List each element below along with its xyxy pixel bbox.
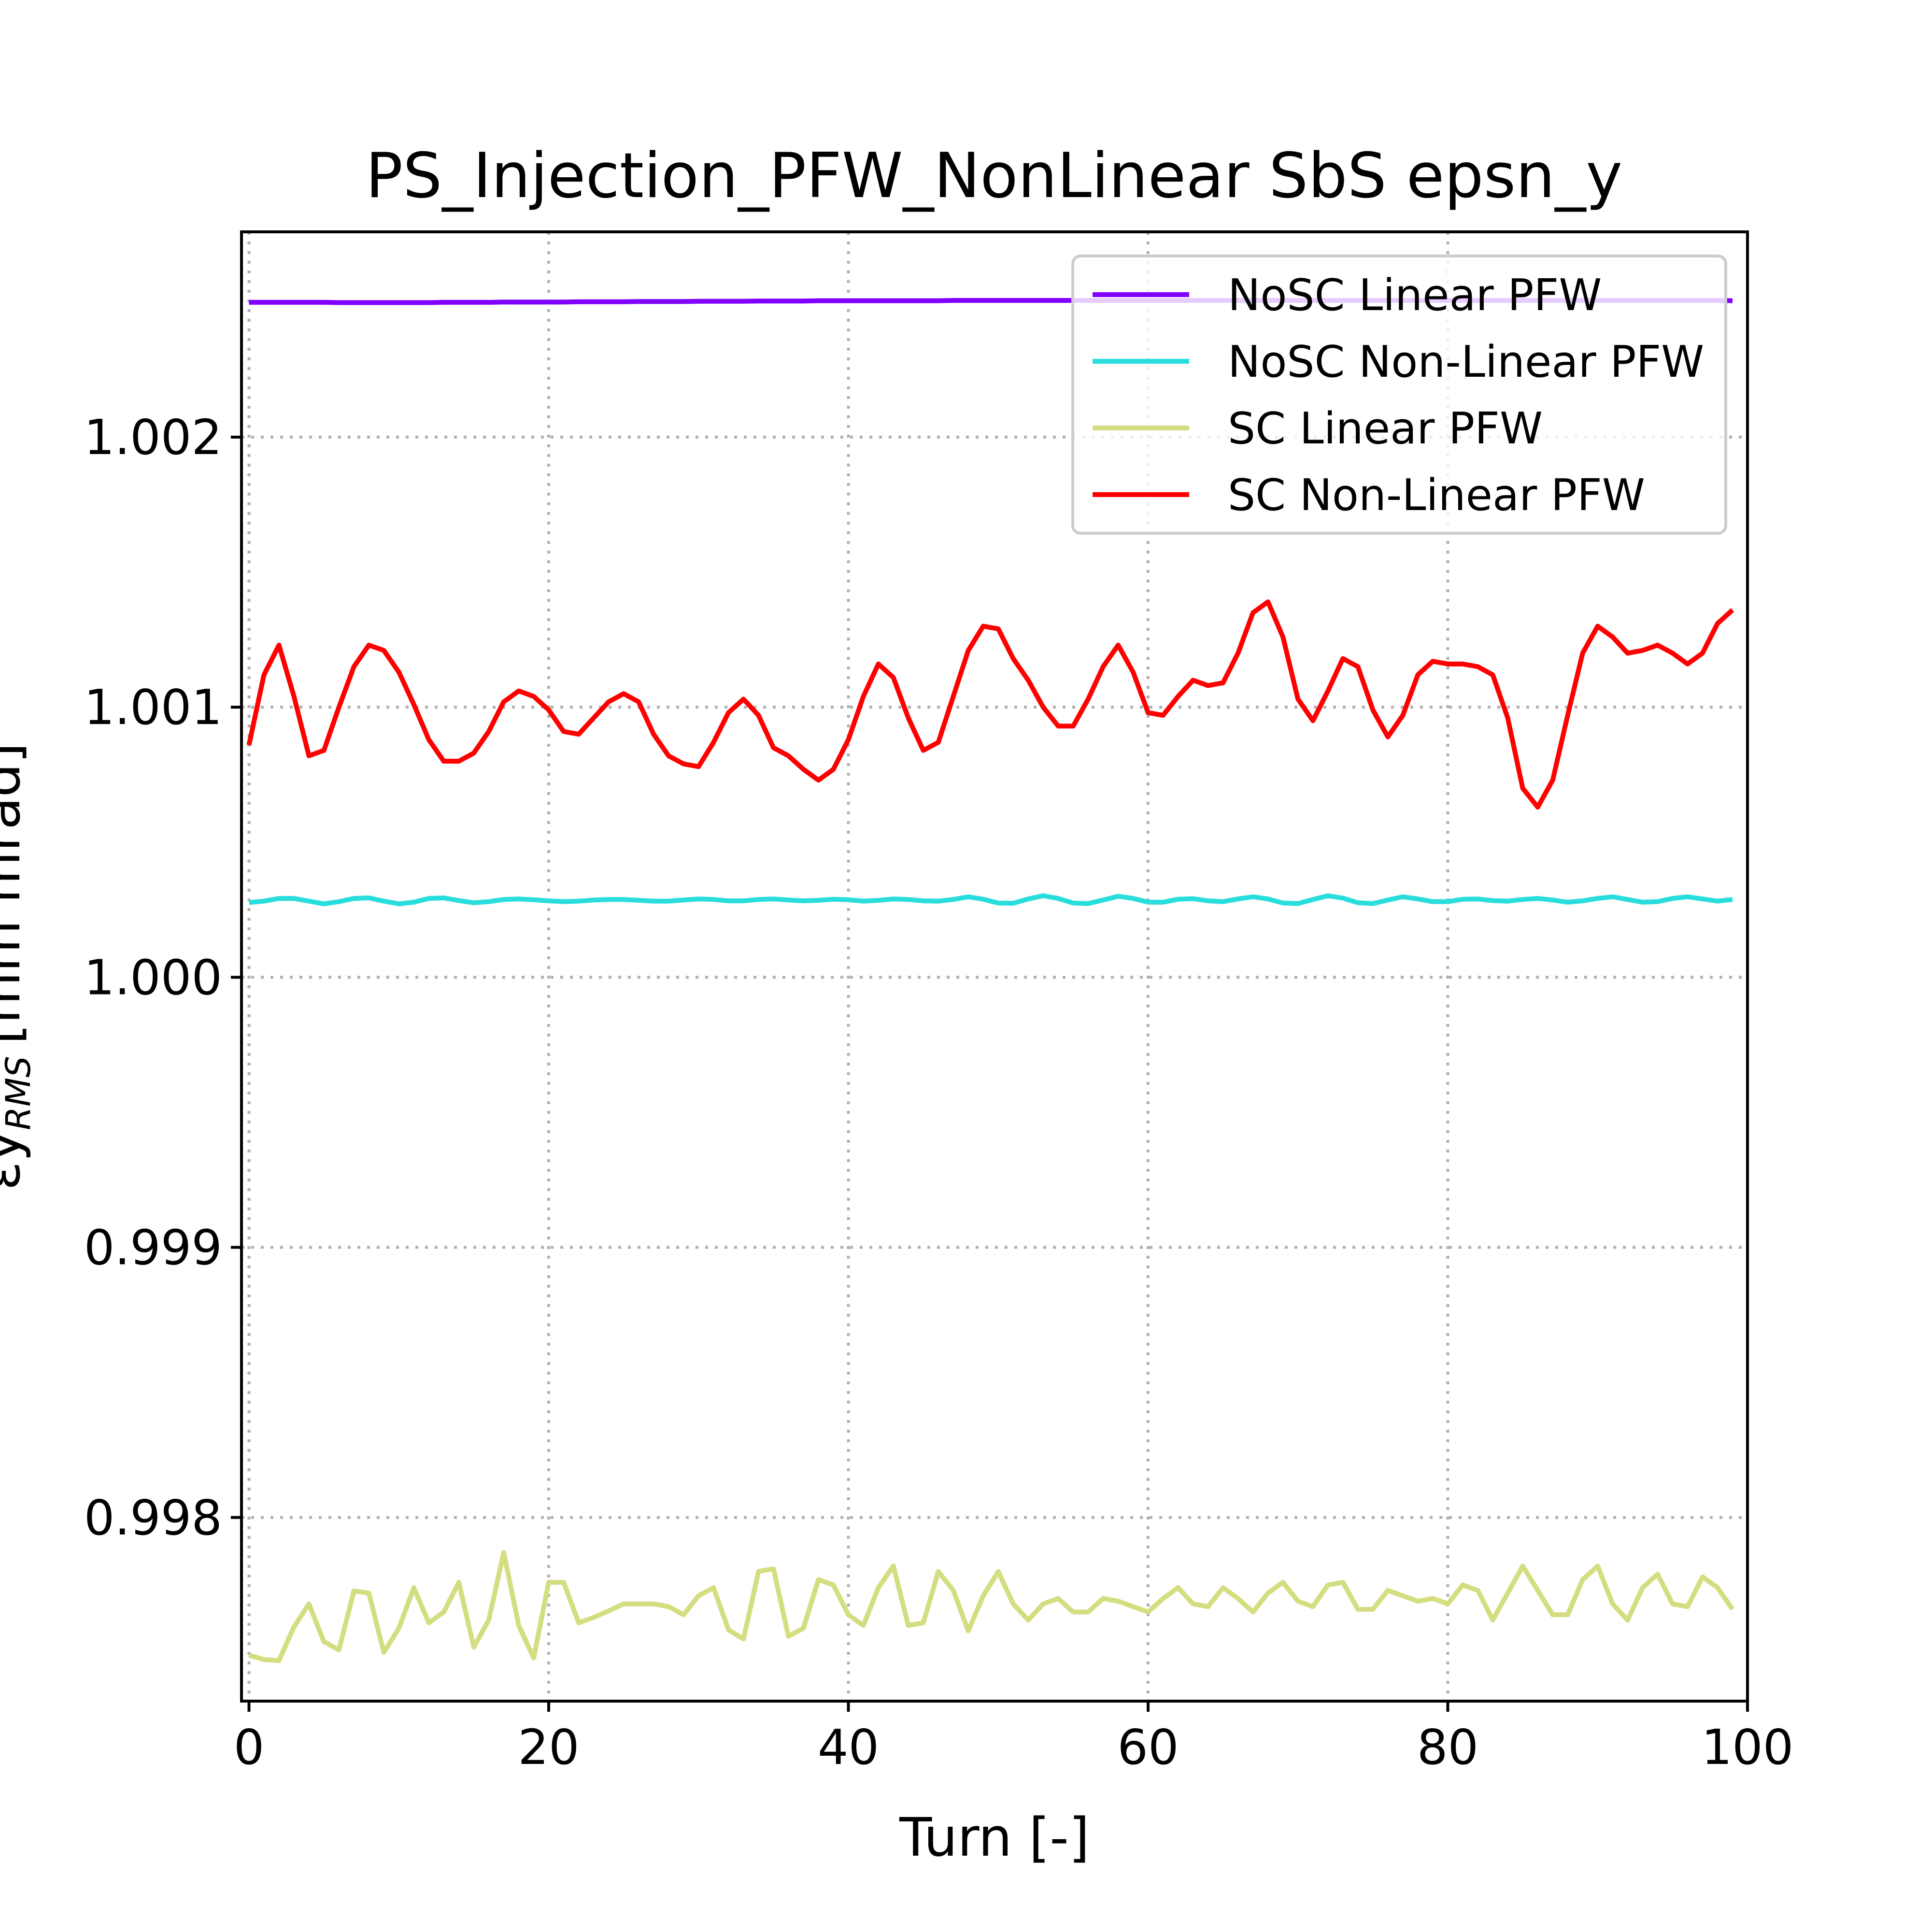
y-tick-label: 1.002 xyxy=(84,409,222,466)
plot-frame xyxy=(240,230,1749,1703)
x-tick-label: 80 xyxy=(1417,1719,1478,1776)
axis-ticks: 0 20 40 60 80 100 0.998 0.999 1.000 1.001 1.002 xyxy=(84,409,1794,1776)
legend-box xyxy=(1071,255,1727,535)
series-line xyxy=(248,1550,1735,1663)
y-axis-label-subscript: RMS xyxy=(0,1056,38,1130)
y-tick-label: 0.998 xyxy=(84,1490,222,1546)
legend-label: NoSC Non-Linear PFW xyxy=(1228,337,1704,387)
x-tick-label: 0 xyxy=(234,1719,265,1776)
legend-entries: NoSC Linear PFW NoSC Non-Linear PFW SC Lin… xyxy=(1093,270,1704,521)
y-tick-label: 1.000 xyxy=(84,949,222,1006)
y-axis-label: εyRMS [mm mrad] xyxy=(0,743,38,1191)
x-tick-label: 100 xyxy=(1702,1719,1794,1776)
series-line xyxy=(249,893,1733,907)
y-axis-label-units: [mm mrad] xyxy=(0,743,32,1045)
y-axis-label-main: εy xyxy=(0,1130,32,1191)
series-line xyxy=(246,599,1734,810)
x-tick-label: 60 xyxy=(1117,1719,1179,1776)
legend-label: NoSC Linear PFW xyxy=(1228,270,1602,321)
legend-label: SC Non-Linear PFW xyxy=(1228,470,1645,521)
x-tick-label: 40 xyxy=(818,1719,879,1776)
legend: NoSC Linear PFW NoSC Non-Linear PFW SC Lin… xyxy=(1071,255,1727,535)
chart-title: PS_Injection_PFW_NonLinear SbS epsn_y xyxy=(366,140,1622,212)
x-tick-label: 20 xyxy=(518,1719,579,1776)
x-axis-label: Turn [-] xyxy=(899,1806,1090,1868)
y-tick-label: 1.001 xyxy=(84,679,222,736)
y-tick-label: 0.999 xyxy=(84,1220,222,1276)
legend-label: SC Linear PFW xyxy=(1228,403,1543,454)
